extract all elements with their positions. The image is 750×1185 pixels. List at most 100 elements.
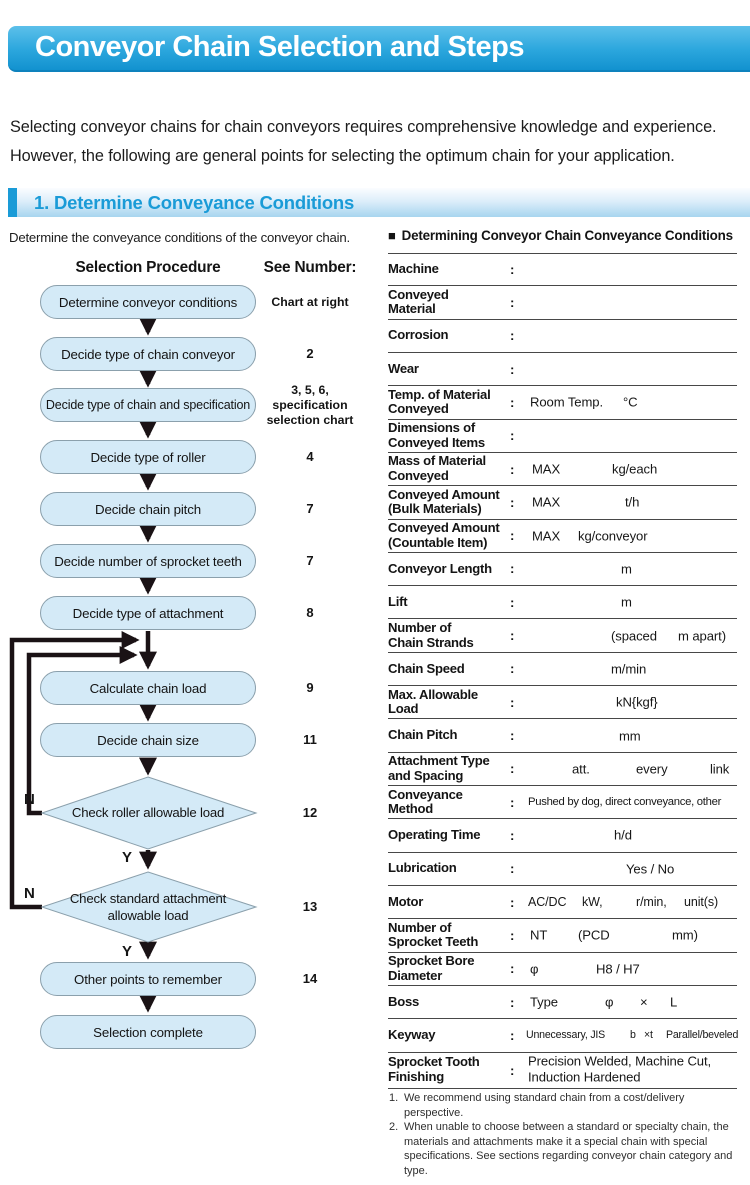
no-feedback-loop-outer — [9, 631, 140, 910]
row-value — [526, 353, 737, 385]
value-part: every — [636, 761, 668, 777]
branch-label-no: N — [24, 791, 35, 808]
row-value — [526, 254, 737, 285]
value-part: ×t — [644, 1029, 653, 1042]
value-part: AC/DC — [528, 895, 567, 910]
row-label: Chain Pitch — [388, 727, 458, 743]
value-part: (PCD — [578, 927, 610, 943]
row-label: Attachment Type and Spacing — [388, 753, 490, 783]
value-part: Parallel/beveled — [666, 1029, 739, 1042]
row-label: Number of Sprocket Teeth — [388, 919, 479, 950]
row-colon: : — [510, 262, 515, 278]
value-part: °C — [623, 394, 638, 410]
row-label: Sprocket Tooth Finishing — [388, 1054, 480, 1084]
section-title: 1. Determine Conveyance Conditions — [34, 191, 355, 213]
row-colon: : — [510, 394, 515, 410]
flow-step-sprocket-teeth: Decide number of sprocket teeth — [40, 544, 256, 578]
row-colon: : — [510, 628, 515, 644]
row-colon: : — [510, 428, 515, 444]
row-label: Conveyed Material — [388, 286, 449, 317]
row-value: m — [526, 586, 737, 618]
selection-flowchart: Selection Procedure See Number: Determin… — [0, 255, 380, 1080]
row-label: Boss — [388, 993, 420, 1009]
row-colon: : — [510, 661, 515, 677]
table-row: Number of Chain Strands : (spaced m apar… — [388, 619, 737, 653]
row-label: Temp. of Material Conveyed — [388, 386, 491, 417]
row-colon: : — [510, 994, 515, 1010]
row-colon: : — [510, 461, 515, 477]
flow-step-type-of-roller: Decide type of roller — [40, 440, 256, 474]
row-value: Precision Welded, Machine Cut, Induction… — [526, 1053, 737, 1088]
value-part: kN{kgf} — [616, 694, 658, 710]
table-row: Wear : — [388, 353, 737, 387]
row-colon: : — [510, 827, 515, 843]
table-row: Chain Speed : m/min — [388, 653, 737, 687]
row-label: Conveyance Method — [388, 786, 463, 817]
table-row: Sprocket Tooth Finishing : Precision Wel… — [388, 1053, 737, 1089]
row-value: h/d — [526, 819, 737, 851]
value-part: Room Temp. — [530, 394, 603, 410]
table-title-text: Determining Conveyor Chain Conveyance Co… — [401, 228, 733, 243]
row-colon: : — [510, 927, 515, 943]
footnote: 2. When unable to choose between a stand… — [389, 1120, 745, 1178]
table-row: Conveyance Method : Pushed by dog, direc… — [388, 786, 737, 820]
value-part: Precision Welded, Machine Cut, Induction… — [528, 1053, 712, 1085]
see-number: 11 — [303, 732, 317, 747]
value-part: m — [621, 561, 632, 577]
value-part: kg/conveyor — [578, 528, 648, 544]
see-number: 7 — [306, 501, 314, 516]
row-value: φ H8 / H7 — [526, 953, 737, 985]
table-row: Attachment Type and Spacing : att. every… — [388, 753, 737, 786]
flow-step-type-of-attachment: Decide type of attachment — [40, 596, 256, 630]
branch-label-yes: Y — [122, 849, 133, 866]
row-colon: : — [510, 694, 515, 710]
value-part: Type — [530, 994, 558, 1010]
see-number: 3, 5, 6, specification selection chart — [266, 383, 354, 427]
row-colon: : — [510, 294, 515, 310]
row-label: Wear — [388, 360, 419, 376]
value-part: r/min, — [636, 895, 667, 910]
row-label: Corrosion — [388, 327, 449, 343]
flowchart-connectors — [9, 317, 258, 1013]
no-feedback-loop-inner — [26, 646, 138, 816]
row-value: Unnecessary, JIS b ×t Parallel/beveled — [526, 1019, 739, 1051]
row-value: MAX kg/each — [526, 453, 737, 485]
row-value: Pushed by dog, direct conveyance, other — [526, 786, 737, 818]
value-part: att. — [572, 761, 590, 777]
branch-label-no: N — [24, 885, 35, 902]
table-title: ■ Determining Conveyor Chain Conveyance … — [388, 228, 737, 253]
page-title: Conveyor Chain Selection and Steps — [35, 30, 525, 63]
row-colon: : — [510, 861, 515, 877]
footnote-number: 2. — [389, 1121, 399, 1134]
row-value: NT (PCD mm) — [526, 919, 737, 951]
table-row: Chain Pitch : mm — [388, 719, 737, 753]
value-part: b — [630, 1029, 636, 1042]
table-row: Max. Allowable Load : kN{kgf} — [388, 686, 737, 720]
intro-paragraph: Selecting conveyor chains for chain conv… — [10, 118, 717, 165]
see-number: 9 — [306, 680, 314, 695]
see-number: 13 — [302, 899, 318, 914]
footnote-number: 1. — [389, 1092, 399, 1104]
value-part: φ — [605, 994, 614, 1010]
row-label: Motor — [388, 893, 424, 909]
value-part: m apart) — [678, 628, 726, 644]
value-part: NT — [530, 927, 548, 943]
row-value: (spaced m apart) — [526, 619, 737, 651]
see-number: 7 — [306, 553, 314, 568]
row-colon: : — [510, 328, 515, 344]
row-value: kN{kgf} — [526, 686, 737, 718]
row-label: Mass of Material Conveyed — [388, 453, 486, 484]
see-number: 12 — [302, 805, 318, 820]
flow-step-decide-chain-size: Decide chain size — [40, 723, 256, 757]
table-row: Conveyed Amount (Bulk Materials) : MAX t… — [388, 486, 737, 520]
footnote-text: We recommend using standard chain from a… — [404, 1092, 685, 1119]
row-value — [526, 286, 737, 318]
flowchart-note: Determine the conveyance conditions of t… — [9, 230, 351, 245]
row-colon: : — [510, 761, 515, 777]
table-row: Lift : m — [388, 586, 737, 620]
row-colon: : — [510, 894, 515, 910]
value-part: h/d — [614, 827, 632, 843]
table-row: Conveyed Material : — [388, 286, 737, 320]
row-colon: : — [510, 494, 515, 510]
see-number: 2 — [306, 346, 314, 361]
